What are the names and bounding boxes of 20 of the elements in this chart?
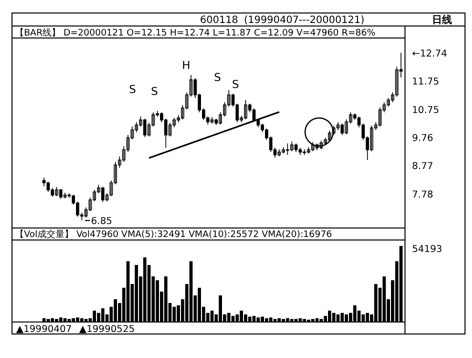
chart-title: (19990407---20000121) bbox=[244, 15, 365, 26]
y-tick-label: 7.78 bbox=[412, 189, 434, 200]
y-tick-label: 9.76 bbox=[412, 133, 434, 144]
annotation: S bbox=[151, 85, 158, 98]
y-tick-label: 10.75 bbox=[412, 104, 440, 116]
y-tick-label: 11.75 bbox=[412, 76, 440, 88]
x-tick-label: ▲19990407 bbox=[16, 324, 72, 335]
y-tick-label: ←12.74 bbox=[412, 48, 448, 60]
annotation: S bbox=[232, 78, 239, 91]
text: 日线 bbox=[432, 14, 452, 26]
annotation: S bbox=[129, 83, 136, 96]
annotation: H bbox=[182, 59, 190, 72]
chart-subtitle: 【BAR线】 D=20000121 O=12.15 H=12.74 L=11.87 C=12.09 V=47960 R=86% bbox=[15, 28, 376, 38]
x-tick-label: ▲19990525 bbox=[79, 324, 135, 335]
y-tick-label: 8.77 bbox=[412, 161, 434, 172]
text: 600118 bbox=[200, 15, 238, 26]
text: 54193 bbox=[412, 244, 442, 255]
annotation: 6.85 bbox=[91, 216, 112, 227]
chart-title: 【Vol成交量】 Vol47960 VMA(5):32491 VMA(10):25572 VMA(20):16976 bbox=[15, 229, 332, 240]
annotation: S bbox=[214, 71, 221, 84]
